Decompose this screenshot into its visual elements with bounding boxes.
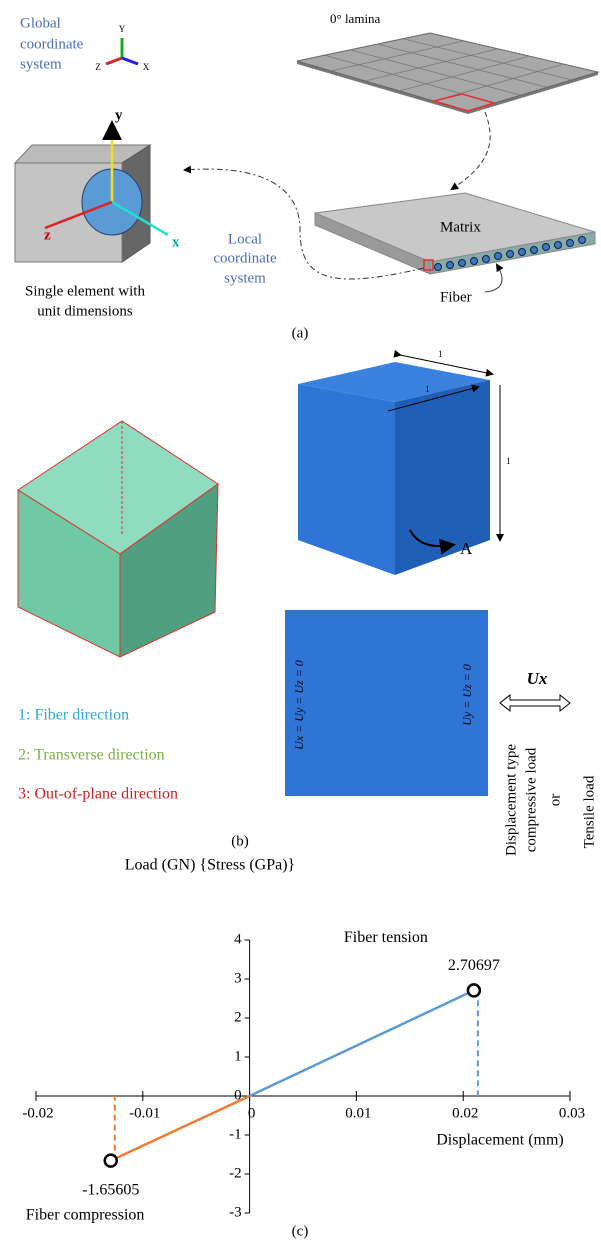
panel-b: 1 1 1 A 1: Fiber direction 2: Transverse…	[18, 349, 597, 856]
lamina-label: 0° lamina	[330, 11, 381, 26]
axis-label: X	[143, 62, 150, 72]
figure: Global coordinate system Y Z X 0° lamina	[0, 0, 601, 1243]
x-tick-label: 0.01	[345, 1105, 371, 1121]
global-label: Global	[20, 15, 61, 31]
load-type: Displacement type	[503, 744, 519, 856]
load-arrow	[500, 695, 570, 711]
boundary-condition: Ux = Uy = Uz = 0	[292, 660, 306, 750]
dimension-label: 1	[438, 349, 443, 359]
global-triad: Y Z X	[95, 24, 150, 72]
lamina-plate	[297, 33, 598, 114]
x-tick-label: 0.03	[559, 1105, 585, 1121]
face-view	[285, 610, 488, 796]
load-type: or	[547, 794, 563, 807]
axis-label: y	[115, 107, 123, 123]
caption: (c)	[292, 1223, 309, 1239]
local-label: system	[224, 270, 266, 286]
y-tick-label: 4	[234, 931, 242, 947]
x-tick-label: -0.01	[129, 1105, 160, 1121]
axis-label: z	[44, 227, 51, 243]
load-type: compressive load	[523, 747, 539, 852]
arrow	[452, 112, 490, 189]
caption: (b)	[231, 833, 249, 849]
local-label: coordinate	[213, 250, 277, 266]
x-tick-label: 0	[248, 1105, 256, 1121]
y-tick-label: -3	[229, 1204, 242, 1220]
y-tick-label: -2	[229, 1165, 242, 1181]
fiber-label: Fiber	[440, 289, 472, 305]
load-symbol: Ux	[527, 669, 548, 688]
value-label: -1.65605	[82, 1181, 139, 1198]
orientation-cube	[18, 421, 218, 657]
chart-title: Load (GN) {Stress (GPa)}	[125, 857, 295, 874]
axis-label: x	[172, 234, 180, 250]
series-line	[250, 990, 474, 1096]
load-type: Tensile load	[581, 775, 597, 848]
element-label: Single element with	[25, 283, 145, 299]
panel-a: Global coordinate system Y Z X 0° lamina	[15, 11, 598, 341]
element-cube: y z x	[15, 107, 180, 262]
x-tick-label: 0.02	[452, 1105, 478, 1121]
matrix-label: Matrix	[440, 219, 481, 235]
end-point	[468, 984, 480, 996]
axis-label: Y	[119, 24, 126, 34]
local-label: Local	[228, 231, 262, 247]
y-tick-label: 3	[234, 970, 242, 986]
boundary-condition: Uy = Uz = 0	[460, 664, 474, 726]
global-label: coordinate	[20, 36, 84, 52]
series-annotation: Fiber compression	[26, 1206, 145, 1223]
caption: (a)	[292, 325, 309, 341]
direction-label: 2: Transverse direction	[18, 747, 165, 764]
value-label: 2.70697	[448, 957, 500, 974]
series-annotation: Fiber tension	[344, 929, 428, 946]
dimension-label: 1	[506, 456, 511, 466]
x-tick-label: -0.02	[22, 1105, 53, 1121]
dimension-label: 1	[425, 384, 430, 394]
end-point	[105, 1155, 117, 1167]
axis-label: Z	[95, 62, 101, 72]
x-axis-label: Displacement (mm)	[436, 1132, 564, 1149]
direction-label: 1: Fiber direction	[18, 707, 129, 724]
direction-label: 3: Out-of-plane direction	[18, 786, 178, 803]
y-tick-label: -1	[229, 1126, 242, 1142]
face-label: A	[460, 539, 473, 558]
element-label: unit dimensions	[37, 303, 133, 319]
y-tick-label: 2	[234, 1009, 242, 1025]
y-tick-label: 1	[234, 1048, 242, 1064]
global-label: system	[20, 56, 62, 72]
arrow	[485, 265, 502, 292]
